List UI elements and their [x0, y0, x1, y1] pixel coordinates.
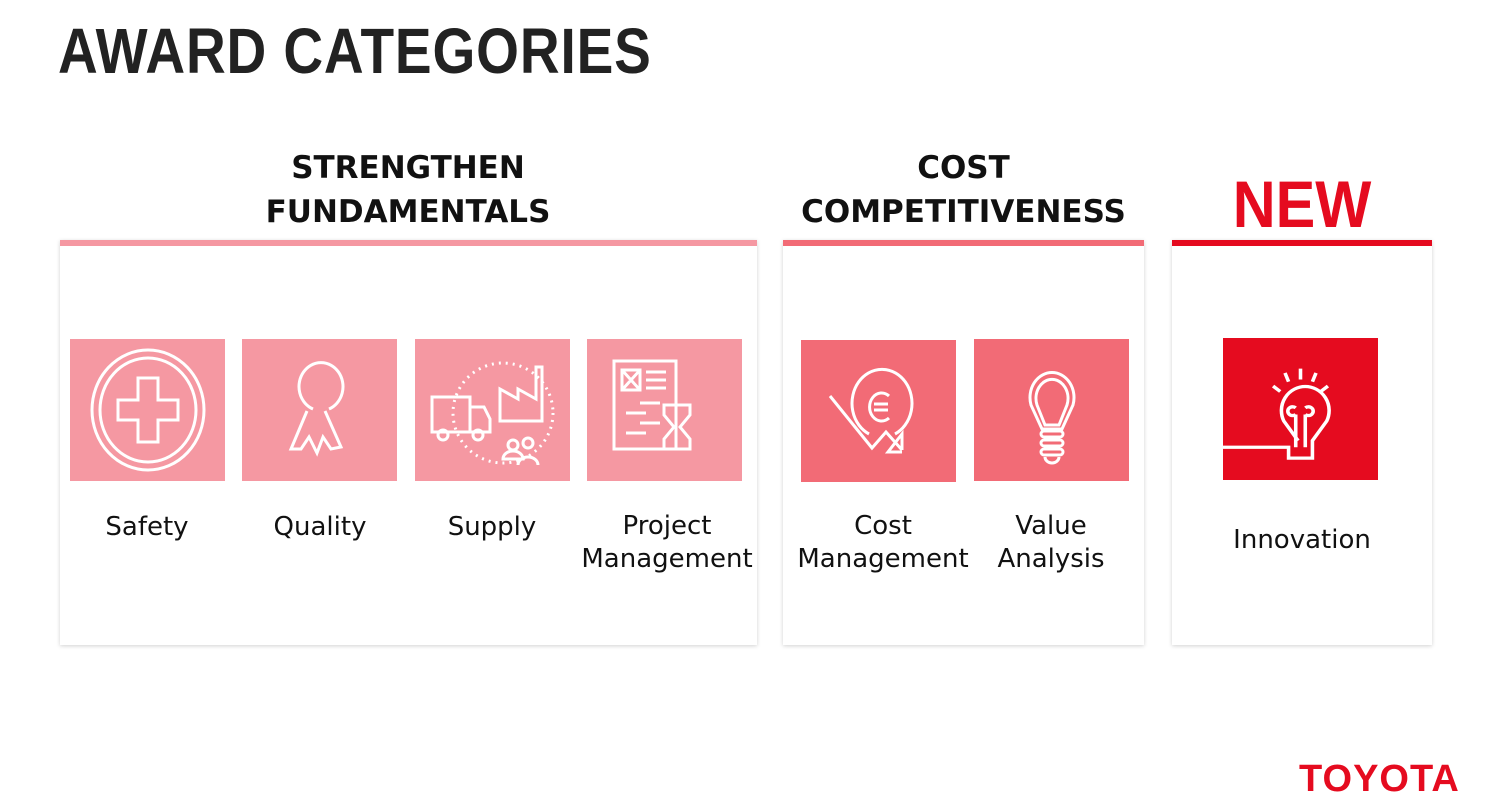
- label-supply: Supply: [447, 512, 537, 542]
- award-ribbon-icon: [288, 361, 344, 457]
- tile-supply[interactable]: [415, 339, 570, 481]
- label-line: Cost: [854, 511, 912, 541]
- heading-line: FUNDAMENTALS: [265, 194, 551, 230]
- label-innovation: Innovation: [1233, 525, 1371, 555]
- label-cost-management: Cost Management: [788, 510, 978, 576]
- label-safety: Safety: [105, 512, 189, 542]
- tile-cost-management[interactable]: [801, 340, 956, 482]
- label-line: Management: [797, 544, 969, 574]
- panel-cost-competitiveness: Cost Management Value Analysis: [783, 240, 1144, 645]
- label-project-management: Project Management: [567, 510, 767, 576]
- label-line: Management: [581, 544, 753, 574]
- tile-safety[interactable]: [70, 339, 225, 481]
- label-line: Value: [1015, 511, 1087, 541]
- group-heading-strengthen-fundamentals: STRENGTHEN FUNDAMENTALS: [230, 146, 586, 234]
- label-value-analysis: Value Analysis: [956, 510, 1146, 576]
- label-quality: Quality: [273, 512, 367, 542]
- supply-chain-icon: [430, 361, 554, 466]
- group-heading-new: NEW: [1232, 167, 1372, 241]
- page-title: AWARD CATEGORIES: [58, 15, 652, 87]
- panel-strengthen-fundamentals: Safety Quality Supply Project Management: [60, 240, 757, 645]
- project-document-hourglass-icon: [612, 359, 691, 451]
- euro-down-arrow-icon: [828, 367, 913, 454]
- tile-value-analysis[interactable]: [974, 339, 1129, 481]
- lightbulb-icon: [1028, 371, 1075, 465]
- tile-project-management[interactable]: [587, 339, 742, 481]
- heading-line: COMPETITIVENESS: [801, 194, 1126, 230]
- tile-quality[interactable]: [242, 339, 397, 481]
- medical-cross-icon: [90, 348, 205, 472]
- group-heading-cost-competitiveness: COST COMPETITIVENESS: [783, 146, 1144, 234]
- label-line: Analysis: [997, 544, 1105, 574]
- panel-new: Innovation: [1172, 240, 1432, 645]
- heading-line: COST: [917, 150, 1010, 186]
- label-line: Project: [622, 511, 712, 541]
- tile-innovation[interactable]: [1223, 338, 1378, 480]
- idea-lightbulb-icon: [1223, 368, 1331, 460]
- toyota-logo: TOYOTA: [1299, 758, 1460, 800]
- heading-line: STRENGTHEN: [291, 150, 525, 186]
